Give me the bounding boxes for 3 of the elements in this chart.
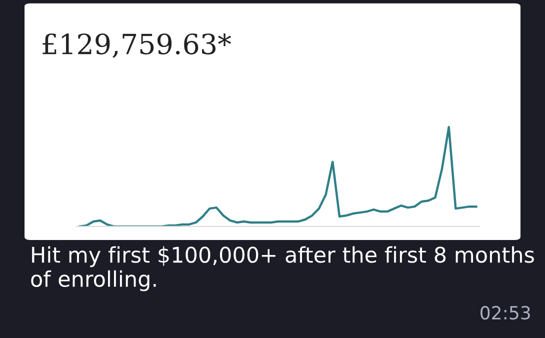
text: 02:53 [480, 306, 530, 320]
text: Hit my first $100,000+ after the first 8 months of enrolling. [31, 246, 534, 292]
chart-title: £129,759.63* [42, 33, 232, 58]
